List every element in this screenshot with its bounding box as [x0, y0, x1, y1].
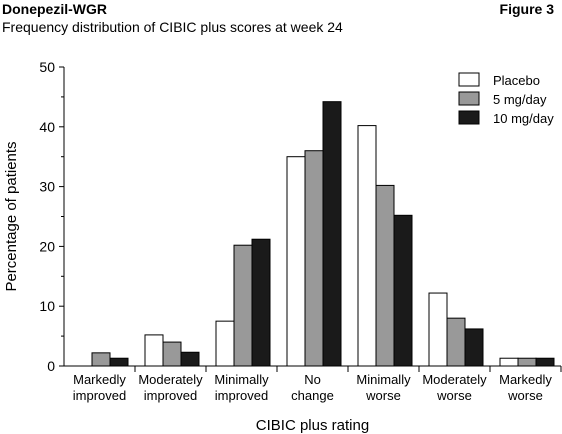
- bar-10-mg-day: [393, 214, 413, 367]
- legend-label: 10 mg/day: [493, 111, 554, 126]
- x-tick-label: Markedly: [499, 372, 552, 387]
- x-tick-label: change: [291, 388, 334, 403]
- bar-placebo: [215, 320, 235, 367]
- x-tick-label: Moderately: [138, 372, 203, 387]
- bar-placebo: [499, 357, 519, 367]
- bar-placebo: [286, 156, 306, 367]
- x-tick-label: worse: [436, 388, 472, 403]
- legend-swatch: [458, 110, 480, 125]
- legend-label: Placebo: [493, 73, 540, 88]
- bar-10-mg-day: [464, 328, 484, 367]
- chart-title: Frequency distribution of CIBIC plus sco…: [2, 19, 343, 35]
- y-tick-label: 30: [39, 179, 55, 195]
- bar-5-mg-day: [446, 317, 466, 367]
- legend-swatch: [458, 72, 480, 87]
- bar-5-mg-day: [91, 352, 111, 367]
- legend-label: 5 mg/day: [493, 92, 547, 107]
- figure-source-title: Donepezil-WGR: [2, 1, 107, 17]
- y-tick-label: 10: [39, 298, 55, 314]
- x-axis-title: CIBIC plus rating: [256, 417, 369, 434]
- x-tick-label: Moderately: [422, 372, 487, 387]
- bar-5-mg-day: [375, 184, 395, 367]
- x-tick-label: worse: [365, 388, 401, 403]
- x-tick-label: improved: [215, 388, 268, 403]
- bar-placebo: [428, 292, 448, 367]
- x-tick-label: improved: [73, 388, 126, 403]
- x-tick-label: Markedly: [73, 372, 126, 387]
- bar-5-mg-day: [304, 150, 324, 367]
- bar-10-mg-day: [180, 351, 200, 367]
- bar-10-mg-day: [251, 238, 271, 367]
- x-tick-label: Minimally: [214, 372, 269, 387]
- legend-swatch: [458, 91, 480, 106]
- bar-10-mg-day: [109, 357, 129, 367]
- bar-placebo: [357, 125, 377, 367]
- figure-number: Figure 3: [499, 1, 554, 17]
- y-tick-label: 20: [39, 238, 55, 254]
- bar-5-mg-day: [162, 341, 182, 367]
- bar-10-mg-day: [535, 357, 555, 367]
- y-tick-label: 40: [39, 119, 55, 135]
- x-tick-label: improved: [144, 388, 197, 403]
- x-tick-label: No: [304, 372, 321, 387]
- x-tick-label: Minimally: [356, 372, 411, 387]
- bar-10-mg-day: [322, 101, 342, 367]
- y-axis-title: Percentage of patients: [3, 141, 20, 291]
- bar-placebo: [144, 334, 164, 367]
- y-tick-label: 0: [47, 358, 55, 374]
- bar-5-mg-day: [233, 244, 253, 367]
- bar-5-mg-day: [517, 357, 537, 367]
- x-tick-label: worse: [507, 388, 543, 403]
- y-tick-label: 50: [39, 59, 55, 75]
